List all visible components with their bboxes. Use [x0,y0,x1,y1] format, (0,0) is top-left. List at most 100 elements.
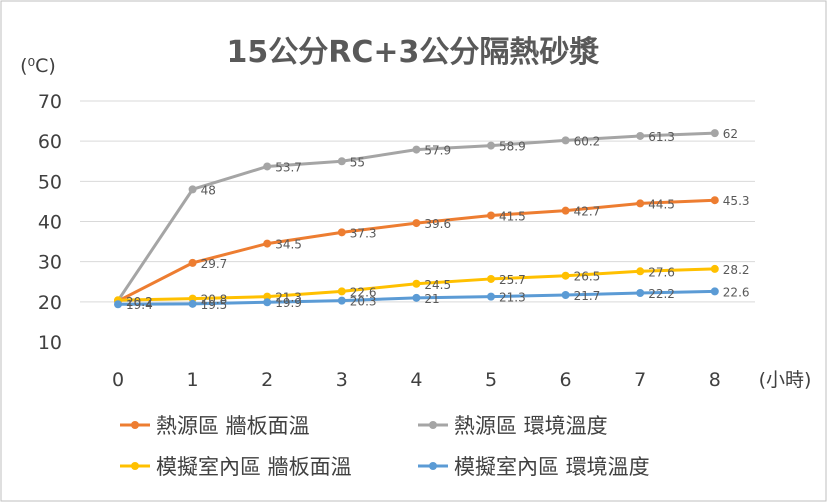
data-point [188,185,197,194]
data-point [412,145,421,154]
data-point [561,136,570,145]
x-tick-label: 5 [485,369,497,391]
legend-label: 模擬室內區 環境溫度 [454,455,650,479]
data-label: 55 [350,155,365,169]
x-tick-label: 2 [261,369,273,391]
x-tick-label: 1 [187,369,199,391]
data-label: 19.5 [201,298,228,312]
data-label: 21.3 [275,291,302,305]
data-label: 29.7 [201,257,228,271]
data-label: 58.9 [499,140,526,154]
y-tick-label: 50 [38,171,62,193]
data-point [487,141,495,150]
y-tick-label: 20 [38,292,62,314]
data-point [337,157,346,166]
data-label: 34.5 [275,238,302,252]
data-label: 21.3 [499,291,526,305]
y-tick-label: 30 [38,252,62,274]
series-lines [114,129,719,309]
data-point [263,162,272,171]
data-label: 22.2 [648,287,675,301]
data-label: 20.2 [126,295,153,309]
chart-title: 15公分RC+3公分隔熱砂漿 [227,35,600,70]
y-tick-label: 60 [38,131,62,153]
data-label: 28.2 [723,263,750,277]
data-label: 61.3 [648,130,675,144]
data-point [561,271,570,280]
x-tick-label: 4 [410,369,422,391]
data-point [337,296,346,305]
data-label: 57.9 [424,144,451,158]
data-point [337,228,346,237]
data-labels: 20.2 29.7 34.5 37.3 39.6 41.5 42.7 44.5 45.3 48 53… [126,127,750,312]
legend-marker [429,462,437,470]
x-axis-ticks: 0 1 2 3 4 5 6 7 8 [112,369,721,391]
data-point [263,239,272,248]
data-point [487,211,495,220]
y-tick-label: 40 [38,212,62,234]
data-label: 53.7 [275,160,302,174]
data-label: 41.5 [499,209,526,223]
data-point [188,299,197,308]
data-label: 27.6 [648,265,675,279]
data-label: 37.3 [350,226,377,240]
data-label: 25.7 [499,273,526,287]
data-label: 20.3 [350,295,377,309]
data-point [188,258,197,267]
y-axis-unit-label: (⁰C) [20,55,56,77]
data-label: 42.7 [574,205,601,219]
data-point [710,287,719,296]
data-point [636,267,645,276]
data-point [114,300,122,309]
data-point [710,264,719,273]
data-point [710,129,719,138]
data-label: 22.6 [350,285,377,299]
data-point [561,206,570,215]
x-tick-label: 0 [112,369,124,391]
legend-label: 熱源區 環境溫度 [454,414,608,438]
x-tick-label: 7 [634,369,646,391]
y-tick-label: 10 [38,332,62,354]
x-tick-label: 8 [709,369,721,391]
data-point [263,292,272,301]
legend-marker [429,421,437,429]
data-point [636,199,645,208]
data-label: 24.5 [424,278,451,292]
data-label: 21 [424,292,439,306]
data-label: 62 [723,127,738,141]
data-label: 20.8 [201,293,228,307]
data-point [636,288,645,297]
data-point [710,196,719,205]
data-label: 60.2 [574,134,601,148]
data-point [412,279,421,288]
legend-label: 熱源區 牆板面溫 [156,414,310,438]
data-point [412,219,421,228]
data-point [561,291,570,300]
legend-marker [131,421,139,429]
data-label: 21.7 [574,289,601,303]
data-label: 22.6 [723,285,750,299]
data-point [337,287,346,296]
y-axis-ticks: 10 20 30 40 50 60 70 [38,91,62,354]
data-point [636,131,645,140]
legend-label: 模擬室內區 牆板面溫 [156,455,352,479]
data-point [263,298,272,307]
data-point [487,292,495,301]
data-label: 45.3 [723,194,750,208]
x-axis-unit-label: (小時) [759,369,812,391]
x-tick-label: 6 [560,369,572,391]
legend-marker [131,462,139,470]
data-point [487,274,495,283]
data-label: 48 [201,183,216,197]
data-point [412,293,421,302]
data-label: 44.5 [648,197,675,211]
y-tick-label: 70 [38,91,62,113]
x-tick-label: 3 [336,369,348,391]
data-label: 19.4 [126,298,153,312]
data-label: 19.9 [275,296,302,310]
data-label: 26.5 [574,270,601,284]
